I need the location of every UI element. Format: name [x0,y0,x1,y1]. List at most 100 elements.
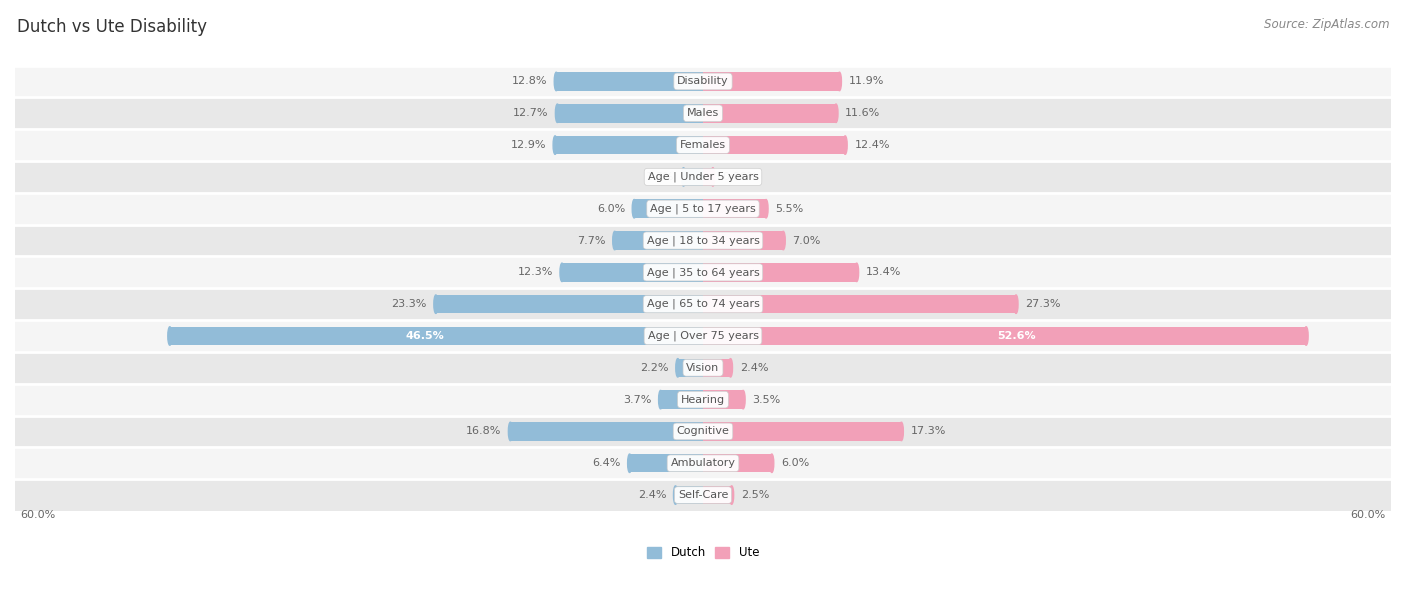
Bar [703,327,1306,345]
Text: Age | Under 5 years: Age | Under 5 years [648,171,758,182]
Text: Vision: Vision [686,363,720,373]
Text: Dutch vs Ute Disability: Dutch vs Ute Disability [17,18,207,36]
Bar [15,225,1391,256]
Ellipse shape [434,295,437,313]
Bar [634,200,703,218]
Ellipse shape [1014,295,1018,313]
Bar [703,390,744,409]
Bar [15,416,1391,447]
Text: 60.0%: 60.0% [1350,510,1385,520]
Text: Disability: Disability [678,76,728,86]
Ellipse shape [900,422,904,441]
Text: 6.4%: 6.4% [592,458,620,468]
Bar [703,136,845,154]
Text: 12.4%: 12.4% [855,140,890,150]
Text: 13.4%: 13.4% [866,267,901,277]
Bar [15,288,1391,320]
Text: 3.5%: 3.5% [752,395,780,405]
Ellipse shape [509,422,512,441]
Ellipse shape [834,104,838,122]
Legend: Dutch, Ute: Dutch, Ute [643,542,763,564]
Text: 1.7%: 1.7% [645,172,675,182]
Bar [703,454,772,472]
Text: 3.7%: 3.7% [623,395,651,405]
Ellipse shape [673,486,678,504]
Bar [703,168,713,186]
Text: 0.86%: 0.86% [723,172,758,182]
Text: Ambulatory: Ambulatory [671,458,735,468]
Ellipse shape [763,200,768,218]
Text: Cognitive: Cognitive [676,427,730,436]
Ellipse shape [658,390,662,409]
Bar [557,72,703,91]
Bar [703,295,1017,313]
Text: Source: ZipAtlas.com: Source: ZipAtlas.com [1264,18,1389,31]
Ellipse shape [167,327,172,345]
Text: 2.5%: 2.5% [741,490,769,500]
Text: 16.8%: 16.8% [465,427,501,436]
Text: 6.0%: 6.0% [596,204,626,214]
Bar [15,320,1391,352]
Text: 12.3%: 12.3% [517,267,553,277]
Ellipse shape [838,72,841,91]
Bar [703,486,731,504]
Text: Age | 5 to 17 years: Age | 5 to 17 years [650,203,756,214]
Text: 11.6%: 11.6% [845,108,880,118]
Text: 5.5%: 5.5% [775,204,803,214]
Bar [436,295,703,313]
Text: 6.0%: 6.0% [780,458,810,468]
Text: 12.9%: 12.9% [510,140,546,150]
Bar [614,231,703,250]
Bar [703,200,766,218]
Ellipse shape [711,168,714,186]
Bar [15,256,1391,288]
Text: 2.2%: 2.2% [640,363,669,373]
Bar [678,359,703,377]
Bar [15,65,1391,97]
Bar [703,72,839,91]
Bar [675,486,703,504]
Ellipse shape [554,72,558,91]
Bar [15,129,1391,161]
Text: Age | 65 to 74 years: Age | 65 to 74 years [647,299,759,310]
Bar [15,97,1391,129]
Text: Hearing: Hearing [681,395,725,405]
Ellipse shape [627,454,631,472]
Ellipse shape [741,390,745,409]
Bar [170,327,703,345]
Bar [15,161,1391,193]
Bar [555,136,703,154]
Ellipse shape [676,359,679,377]
Ellipse shape [728,359,733,377]
Text: Age | 18 to 34 years: Age | 18 to 34 years [647,235,759,246]
Bar [15,352,1391,384]
Bar [510,422,703,441]
Text: 12.8%: 12.8% [512,76,547,86]
Text: 12.7%: 12.7% [513,108,548,118]
Text: Age | Over 75 years: Age | Over 75 years [648,330,758,341]
Bar [703,231,783,250]
Bar [15,447,1391,479]
Bar [703,104,837,122]
Bar [703,263,856,282]
Bar [15,479,1391,511]
Bar [683,168,703,186]
Ellipse shape [555,104,560,122]
Text: 2.4%: 2.4% [740,363,768,373]
Text: Males: Males [688,108,718,118]
Bar [557,104,703,122]
Text: 7.0%: 7.0% [793,236,821,245]
Ellipse shape [633,200,636,218]
Bar [703,359,731,377]
Text: Females: Females [681,140,725,150]
Bar [562,263,703,282]
Text: 7.7%: 7.7% [576,236,606,245]
Ellipse shape [613,231,617,250]
Text: Age | 35 to 64 years: Age | 35 to 64 years [647,267,759,278]
Ellipse shape [855,263,859,282]
Text: 23.3%: 23.3% [391,299,426,309]
Ellipse shape [553,136,557,154]
Text: 2.4%: 2.4% [638,490,666,500]
Bar [630,454,703,472]
Text: 60.0%: 60.0% [21,510,56,520]
